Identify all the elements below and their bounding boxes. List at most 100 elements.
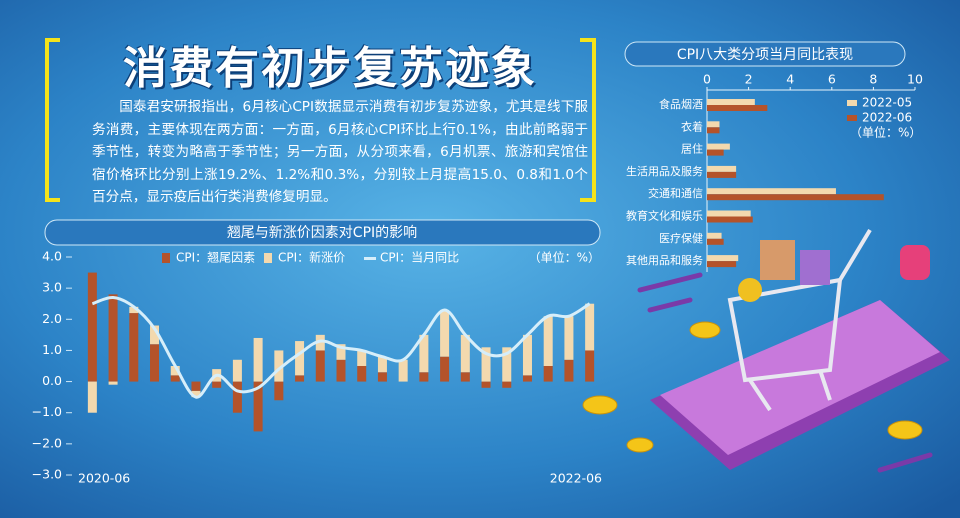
x-tick-label: 2 <box>745 72 753 87</box>
y-tick-label: 1.0 <box>42 342 62 357</box>
bar-segment <box>481 381 491 388</box>
bar-segment <box>232 359 242 382</box>
bar-segment <box>315 350 325 382</box>
bar-segment <box>564 316 574 360</box>
bar-segment <box>419 372 429 382</box>
category-label: 教育文化和娱乐 <box>626 209 703 223</box>
x-tick-label: 4 <box>786 72 794 87</box>
bar-segment <box>564 359 574 382</box>
category-label: 医疗保健 <box>659 231 703 245</box>
bar-segment <box>191 390 201 398</box>
bar-segment <box>460 334 470 373</box>
bar-segment <box>170 366 180 376</box>
y-tick-label: 3.0 <box>42 280 62 295</box>
bar-segment <box>295 375 305 382</box>
bar-segment <box>295 341 305 376</box>
bar-segment <box>357 366 367 382</box>
legend-swatch <box>364 257 376 260</box>
bar <box>707 210 751 217</box>
y-tick-label: 2.0 <box>42 311 62 326</box>
bar <box>707 127 720 134</box>
category-label: 其他用品和服务 <box>626 254 703 267</box>
category-label: 生活用品及服务 <box>626 164 703 178</box>
illustration <box>582 228 950 473</box>
bar-segment <box>129 313 139 382</box>
bar <box>707 105 768 111</box>
bar-segment <box>585 350 595 382</box>
bar-segment <box>191 381 201 391</box>
bar-segment <box>129 306 139 314</box>
bar-segment <box>87 272 97 382</box>
bar-segment <box>87 381 97 413</box>
category-label: 交通和通信 <box>648 186 703 200</box>
y-tick-label: −1.0 <box>32 404 62 419</box>
bar-segment <box>522 375 532 382</box>
x-tick-label: 6 <box>828 72 836 87</box>
bar-segment <box>212 381 222 388</box>
bar-segment <box>108 294 118 382</box>
bar-segment <box>108 381 118 385</box>
bar-segment <box>440 309 450 357</box>
bar <box>707 143 730 150</box>
brackets <box>45 38 596 202</box>
bar-segment <box>460 372 470 382</box>
headline: 消费有初步复苏迹象 <box>123 43 537 94</box>
chart-title: CPI八大类分项当月同比表现 <box>677 47 853 63</box>
legend-swatch <box>264 253 272 263</box>
bar-segment <box>150 344 160 382</box>
bar-segment <box>253 381 263 432</box>
bar <box>707 188 836 195</box>
bar-segment <box>170 375 180 382</box>
y-tick-label: −2.0 <box>32 435 62 450</box>
bar-segment <box>585 303 595 351</box>
legend-swatch <box>847 100 857 106</box>
bar-segment <box>419 334 429 373</box>
chart2-title-box <box>624 41 906 67</box>
legend-swatch <box>847 115 857 121</box>
legend-swatch <box>162 253 170 263</box>
category-label: 食品烟酒 <box>659 97 703 111</box>
bar <box>707 171 737 178</box>
bar-segment <box>336 359 346 382</box>
bar <box>707 216 753 223</box>
y-tick-label: 4.0 <box>42 249 62 264</box>
bar-segment <box>315 334 325 351</box>
bar-segment <box>377 372 387 382</box>
legend-label: CPI：当月同比 <box>380 251 459 265</box>
unit-note: （单位：%） <box>529 250 600 265</box>
chart-title: 翘尾与新涨价因素对CPI的影响 <box>227 225 417 241</box>
chart1-title-box <box>44 219 601 246</box>
y-tick-label: −3.0 <box>32 467 62 482</box>
legend-label: 2022-06 <box>862 111 912 125</box>
category-label: 居住 <box>681 142 703 156</box>
bar-segment <box>336 344 346 360</box>
bar-segment <box>543 366 553 382</box>
bar <box>707 255 739 262</box>
bar-segment <box>481 347 491 382</box>
bar <box>707 149 724 156</box>
y-tick-label: 0.0 <box>42 373 62 388</box>
bar-segment <box>274 350 284 382</box>
category-label: 衣着 <box>681 119 703 133</box>
body-text: 国泰君安研报指出，6月核心CPI数据显示消费有初步复苏迹象，尤其是线下服务消费，… <box>92 99 588 205</box>
legend-label: CPI：新涨价 <box>278 250 345 265</box>
unit-note: （单位：%） <box>850 125 921 140</box>
bar-segment <box>502 347 512 382</box>
bar-segment <box>377 356 387 373</box>
x-tick-label: 0 <box>703 72 711 87</box>
bar-segment <box>357 350 367 366</box>
bar <box>707 194 884 201</box>
legend-label: 2022-05 <box>862 96 912 110</box>
bar <box>707 238 724 245</box>
bar <box>707 261 737 268</box>
line <box>91 295 591 399</box>
x-tick-label: 2020-06 <box>78 471 130 486</box>
bar <box>707 121 720 128</box>
bar-segment <box>150 325 160 345</box>
bar-segment <box>440 356 450 382</box>
x-tick-label: 2022-06 <box>550 471 602 486</box>
x-tick-label: 8 <box>869 72 877 87</box>
bar-segment <box>543 316 553 366</box>
